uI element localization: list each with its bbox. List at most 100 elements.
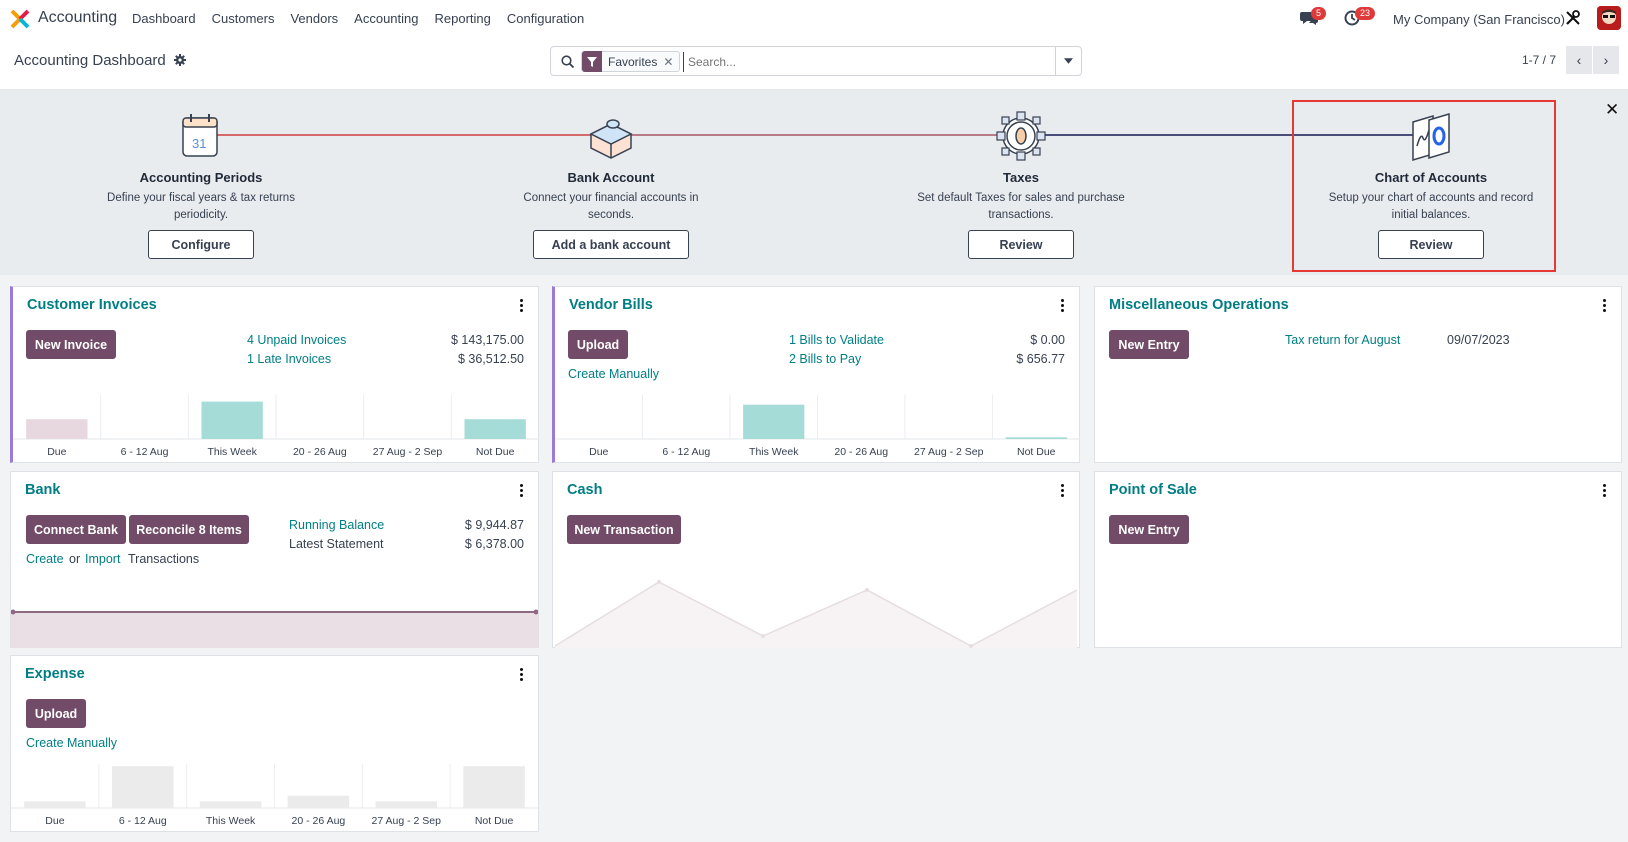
cash-line-chart[interactable] xyxy=(553,580,1079,648)
main-menu: Dashboard Customers Vendors Accounting R… xyxy=(132,11,600,26)
gear-icon[interactable] xyxy=(174,54,186,66)
upload-bill-button[interactable]: Upload xyxy=(568,330,628,359)
card-title[interactable]: Expense xyxy=(25,666,85,682)
tools-icon[interactable] xyxy=(1565,10,1581,26)
calendar-icon: 31 xyxy=(182,114,218,157)
latest-statement-amount: $ 6,378.00 xyxy=(464,537,524,551)
accounting-logo-icon[interactable] xyxy=(10,9,30,29)
menu-accounting[interactable]: Accounting xyxy=(354,11,419,26)
step-desc: Define your fiscal years & tax returns pe… xyxy=(107,192,295,221)
highlight-box xyxy=(1292,100,1556,272)
card-title[interactable]: Miscellaneous Operations xyxy=(1109,297,1289,313)
search-icon[interactable] xyxy=(561,55,574,68)
kebab-menu-icon[interactable] xyxy=(1061,299,1065,313)
upload-expense-button[interactable]: Upload xyxy=(26,699,86,728)
vendor-bills-card: Vendor Bills Upload Create Manually 1 Bi… xyxy=(552,286,1080,463)
misc-operations-card: Miscellaneous Operations New Entry Tax r… xyxy=(1094,286,1622,463)
bar-1 xyxy=(112,766,174,808)
facet-remove-icon[interactable]: ✕ xyxy=(663,54,674,69)
bar-5 xyxy=(463,766,525,808)
reconcile-items-button[interactable]: Reconcile 8 Items xyxy=(129,515,249,544)
search-options-toggle[interactable] xyxy=(1055,47,1081,75)
import-transactions-link[interactable]: Import xyxy=(85,552,121,566)
app-name[interactable]: Accounting xyxy=(38,9,118,26)
menu-vendors[interactable]: Vendors xyxy=(290,11,339,26)
company-switcher[interactable]: My Company (San Francisco) xyxy=(1393,12,1565,27)
late-invoices-link[interactable]: 1 Late Invoices xyxy=(247,352,332,366)
x-tick-label: Not Due xyxy=(476,446,515,458)
running-balance-link[interactable]: Running Balance xyxy=(289,518,385,532)
settings-cog-icon xyxy=(996,111,1046,161)
kebab-menu-icon[interactable] xyxy=(520,484,524,498)
menu-customers[interactable]: Customers xyxy=(211,11,275,26)
menu-configuration[interactable]: Configuration xyxy=(506,11,585,26)
user-avatar[interactable] xyxy=(1597,6,1621,30)
close-onboarding-icon[interactable]: ✕ xyxy=(1605,100,1620,119)
activities-badge: 23 xyxy=(1355,7,1376,20)
chart-document-icon xyxy=(1412,112,1450,162)
new-entry-button[interactable]: New Entry xyxy=(1109,330,1189,359)
card-title[interactable]: Point of Sale xyxy=(1109,482,1197,498)
pos-new-entry-button[interactable]: New Entry xyxy=(1109,515,1189,544)
x-tick-label: 20 - 26 Aug xyxy=(834,446,888,458)
kebab-menu-icon[interactable] xyxy=(1061,484,1065,498)
bar-2 xyxy=(199,801,262,808)
progress-line xyxy=(616,134,1024,136)
pager-previous-button[interactable]: ‹ xyxy=(1566,46,1592,74)
menu-dashboard[interactable]: Dashboard xyxy=(132,11,196,26)
chart-of-accounts-review-button[interactable]: Review xyxy=(1378,230,1484,259)
bills-to-validate-link[interactable]: 1 Bills to Validate xyxy=(789,333,884,347)
facet-label: Favorites xyxy=(608,54,658,69)
bills-to-pay-link[interactable]: 2 Bills to Pay xyxy=(789,352,862,366)
x-tick-label: Due xyxy=(47,446,66,458)
create-manually-link[interactable]: Create Manually xyxy=(26,736,118,750)
invoices-bar-chart[interactable]: Due 6 - 12 Aug This Week 20 - 26 Aug 27 Aug … xyxy=(13,395,539,463)
tax-return-link[interactable]: Tax return for August xyxy=(1285,333,1401,347)
bank-balance-line-chart[interactable] xyxy=(11,606,538,648)
bills-to-pay-amount: $ 656.77 xyxy=(1016,352,1065,366)
progress-line xyxy=(216,134,616,136)
create-manually-link[interactable]: Create Manually xyxy=(568,367,660,381)
unpaid-invoices-link[interactable]: 4 Unpaid Invoices xyxy=(247,333,347,347)
x-tick-label: 27 Aug - 2 Sep xyxy=(372,815,442,827)
search-input[interactable] xyxy=(683,52,1023,72)
messages-badge: 5 xyxy=(1311,7,1327,20)
taxes-review-button[interactable]: Review xyxy=(968,230,1074,259)
new-transaction-button[interactable]: New Transaction xyxy=(567,515,681,544)
kebab-menu-icon[interactable] xyxy=(1603,484,1607,498)
x-tick-label: This Week xyxy=(206,815,256,827)
step-title: Bank Account xyxy=(567,170,655,185)
card-title[interactable]: Cash xyxy=(567,482,603,498)
connect-bank-button[interactable]: Connect Bank xyxy=(26,515,126,544)
kebab-menu-icon[interactable] xyxy=(1603,299,1607,313)
unpaid-invoices-amount: $ 143,175.00 xyxy=(451,333,524,347)
x-tick-label: Due xyxy=(45,815,64,827)
step-desc: Setup your chart of accounts and record i… xyxy=(1328,192,1534,221)
x-tick-label: 6 - 12 Aug xyxy=(662,446,710,458)
card-title[interactable]: Customer Invoices xyxy=(27,297,157,313)
x-tick-label: 6 - 12 Aug xyxy=(119,815,167,827)
or-text: or xyxy=(69,552,81,566)
step-desc: Set default Taxes for sales and purchase… xyxy=(917,192,1125,221)
pager-next-button[interactable]: › xyxy=(1593,46,1619,74)
bar-3 xyxy=(287,795,350,808)
bills-bar-chart[interactable]: Due 6 - 12 Aug This Week 20 - 26 Aug 27 Aug … xyxy=(555,395,1080,463)
favorites-facet[interactable]: Favorites ✕ xyxy=(581,51,681,72)
configure-button[interactable]: Configure xyxy=(148,230,254,259)
step-desc: Connect your financial accounts in second… xyxy=(523,192,699,221)
kebab-menu-icon[interactable] xyxy=(520,299,524,313)
x-tick-label: This Week xyxy=(207,446,257,458)
new-invoice-button[interactable]: New Invoice xyxy=(26,330,116,359)
pager-value[interactable]: 1-7 / 7 xyxy=(1522,53,1557,67)
control-panel: Accounting Dashboard Favorites ✕ 1-7 / 7… xyxy=(0,38,1628,90)
calendar-day: 31 xyxy=(192,136,206,151)
bar-2 xyxy=(201,401,263,439)
card-title[interactable]: Bank xyxy=(25,482,61,498)
menu-reporting[interactable]: Reporting xyxy=(434,11,491,26)
kebab-menu-icon[interactable] xyxy=(520,668,524,682)
expense-bar-chart[interactable]: Due 6 - 12 Aug This Week 20 - 26 Aug 27 Aug … xyxy=(11,764,538,832)
card-title[interactable]: Vendor Bills xyxy=(569,297,653,313)
create-transactions-link[interactable]: Create xyxy=(26,552,64,566)
add-bank-account-button[interactable]: Add a bank account xyxy=(533,230,689,259)
chevron-left-icon: ‹ xyxy=(1576,52,1582,68)
